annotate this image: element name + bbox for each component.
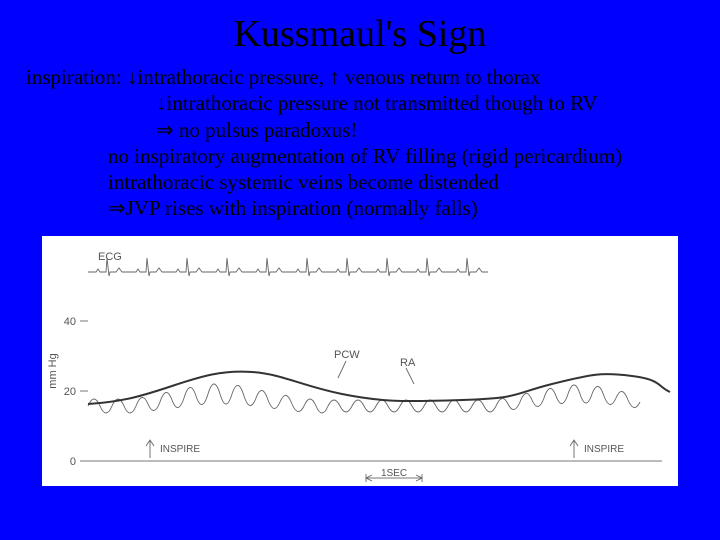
explanation-text: inspiration: ↓intrathoracic pressure, ↑ …	[0, 64, 720, 222]
pcw-pointer	[338, 361, 346, 378]
line-5: intrathoracic systemic veins become dist…	[26, 169, 710, 195]
inspire-label-left: INSPIRE	[160, 444, 200, 455]
implies-arrow-icon: ⇒	[108, 196, 126, 220]
down-arrow-icon: ↓	[156, 91, 167, 115]
line3-text: no pulsus paradoxus!	[174, 118, 358, 142]
line-1: inspiration: ↓intrathoracic pressure, ↑ …	[26, 64, 710, 90]
line-6: ⇒JVP rises with inspiration (normally fa…	[26, 195, 710, 221]
line2-text: intrathoracic pressure not transmitted t…	[167, 91, 598, 115]
ecg-trace	[88, 258, 488, 276]
ytick-20-label: 20	[64, 386, 76, 398]
time-scale-bar: 1SEC	[366, 468, 422, 482]
y-axis-label: mm Hg	[47, 353, 59, 388]
line1-post: venous return to thorax	[340, 65, 541, 89]
pressure-tracing-chart: mm Hg 0 20 40 ECG PCW RA INSPIRE	[42, 236, 678, 486]
line-2: ↓intrathoracic pressure not transmitted …	[26, 90, 710, 116]
ytick-40-label: 40	[64, 316, 76, 328]
ecg-label: ECG	[98, 251, 122, 263]
up-arrow-icon: ↑	[329, 65, 340, 89]
page-title: Kussmaul's Sign	[0, 0, 720, 64]
ra-pointer	[406, 368, 414, 384]
line6-text: JVP rises with inspiration (normally fal…	[126, 196, 478, 220]
line1-pre: inspiration:	[26, 65, 127, 89]
time-scale-label: 1SEC	[381, 468, 407, 479]
inspire-marker-left: INSPIRE	[146, 440, 200, 458]
pcw-label: PCW	[334, 349, 360, 361]
inspire-marker-right: INSPIRE	[570, 440, 624, 458]
ytick-0-label: 0	[70, 456, 76, 468]
line-3: ⇒ no pulsus paradoxus!	[26, 117, 710, 143]
ra-trace	[88, 371, 670, 403]
inspire-label-right: INSPIRE	[584, 444, 624, 455]
down-arrow-icon: ↓	[127, 65, 138, 89]
ra-label: RA	[400, 357, 416, 369]
line-4: no inspiratory augmentation of RV fillin…	[26, 143, 710, 169]
line1-mid: intrathoracic pressure,	[137, 65, 329, 89]
implies-arrow-icon: ⇒	[156, 118, 174, 142]
